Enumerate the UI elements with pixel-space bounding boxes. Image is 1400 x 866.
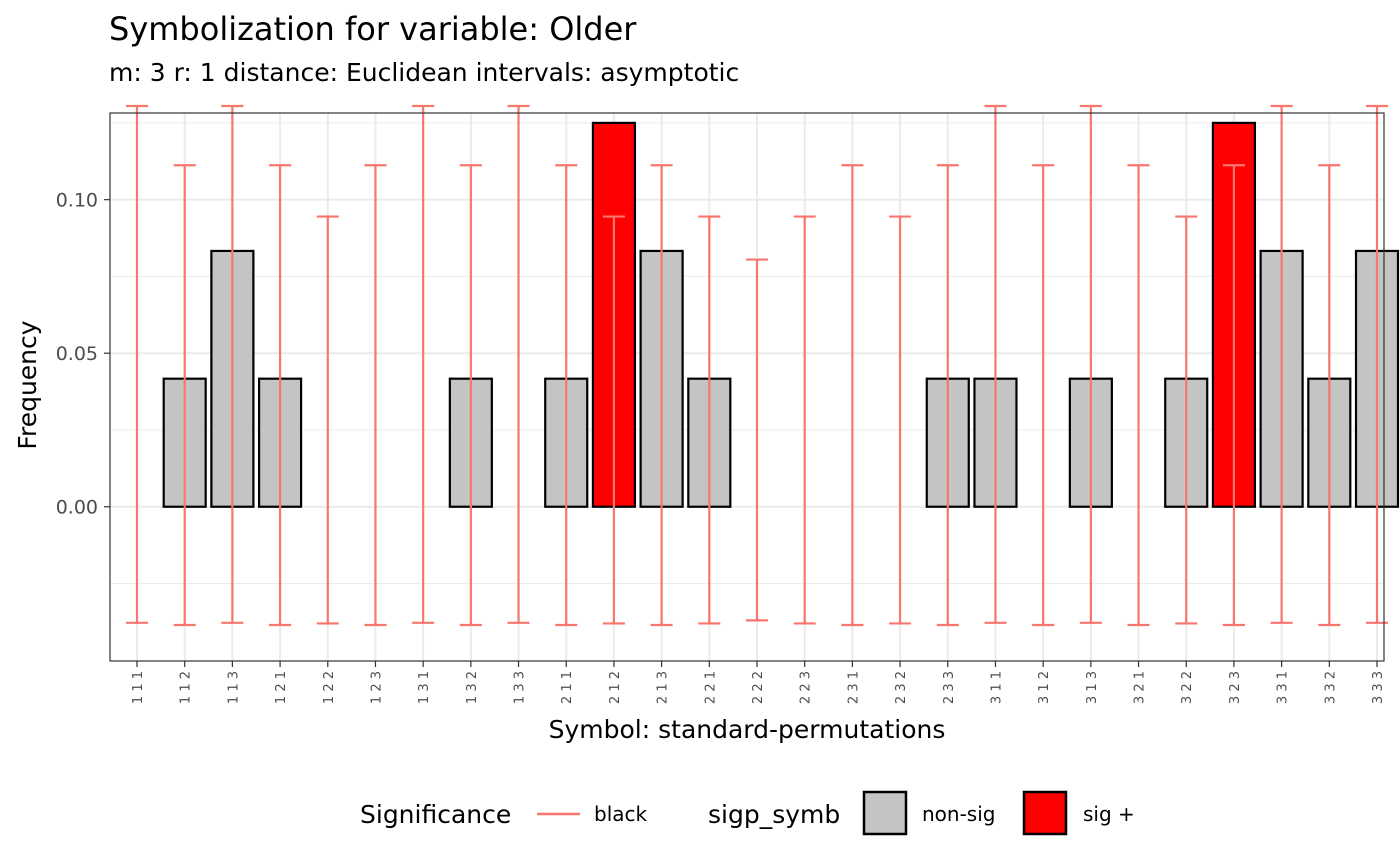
interval-2-2-3 [793, 215, 816, 625]
y-tick-label: 0.05 [56, 343, 98, 365]
x-tick-label: 2 2 1 [703, 671, 718, 704]
interval-3-3-2 [1318, 164, 1341, 627]
interval-2-2-1 [698, 215, 721, 625]
interval-2-2-2 [746, 258, 768, 622]
x-axis-label: Symbol: standard-permutations [549, 715, 946, 744]
x-tick-label: 1 2 3 [369, 671, 384, 704]
interval-2-1-1 [555, 164, 578, 627]
x-tick-label: 1 2 1 [274, 671, 289, 704]
x-tick-label: 2 1 1 [560, 671, 575, 704]
y-axis-label: Frequency [13, 320, 42, 449]
interval-1-3-3 [507, 104, 530, 624]
x-tick-label: 2 3 3 [942, 671, 957, 704]
x-tick-label: 3 3 2 [1323, 671, 1338, 704]
legend: Significance black sigp_symb non-sig sig… [360, 790, 1135, 836]
interval-2-3-3 [936, 164, 959, 627]
x-tick-label: 2 3 2 [894, 671, 909, 704]
interval-3-2-1 [1127, 164, 1150, 627]
interval-3-1-3 [1079, 104, 1102, 624]
interval-3-3-1 [1270, 104, 1293, 624]
legend-fill-title: sigp_symb [708, 800, 840, 829]
interval-3-2-2 [1175, 215, 1198, 625]
interval-2-3-1 [841, 164, 864, 627]
x-tick-label: 2 2 3 [799, 671, 814, 704]
interval-1-2-1 [269, 164, 292, 627]
x-tick-label: 1 1 2 [179, 671, 194, 704]
x-tick-label: 3 1 2 [1037, 671, 1052, 704]
x-tick-label: 3 3 1 [1276, 671, 1291, 704]
x-tick-label: 1 1 1 [131, 671, 146, 704]
interval-1-1-2 [173, 164, 196, 627]
legend-line-label: black [594, 802, 648, 826]
legend-key-non-sig [862, 790, 908, 836]
interval-1-3-1 [412, 104, 435, 624]
y-tick-label: 0.00 [56, 497, 98, 519]
interval-3-2-3 [1222, 164, 1245, 627]
x-tick-label: 3 2 1 [1133, 671, 1148, 704]
legend-line-title: Significance [360, 800, 511, 829]
panel-border [109, 112, 1385, 662]
legend-label-non-sig: non-sig [922, 802, 995, 826]
x-tick-label: 1 3 1 [417, 671, 432, 704]
interval-3-1-1 [984, 104, 1007, 624]
legend-key-sig-plus [1022, 790, 1068, 836]
legend-label-sig-plus: sig + [1083, 802, 1135, 826]
y-tick-label: 0.10 [56, 190, 98, 212]
x-tick-label: 3 1 3 [1085, 671, 1100, 704]
x-tick-label: 1 3 3 [513, 671, 528, 704]
x-tick-label: 1 1 3 [226, 671, 241, 704]
interval-2-3-2 [889, 215, 912, 625]
interval-1-2-2 [316, 215, 339, 625]
chart-subtitle: m: 3 r: 1 distance: Euclidean intervals:… [109, 58, 740, 87]
x-tick-label: 2 3 1 [846, 671, 861, 704]
interval-1-1-1 [126, 104, 148, 624]
x-tick-label: 1 2 2 [322, 671, 337, 704]
interval-3-1-2 [1032, 164, 1055, 627]
x-tick-label: 1 3 2 [465, 671, 480, 704]
x-tick-label: 2 1 3 [656, 671, 671, 704]
interval-1-2-3 [364, 164, 387, 627]
x-tick-label: 3 2 2 [1180, 671, 1195, 704]
x-tick-label: 3 1 1 [989, 671, 1004, 704]
x-tick-label: 3 2 3 [1228, 671, 1243, 704]
x-tick-label: 3 3 3 [1371, 671, 1386, 704]
interval-2-1-3 [650, 164, 673, 627]
x-tick-label: 2 2 2 [751, 671, 766, 704]
x-tick-label: 2 1 2 [608, 671, 623, 704]
interval-layer [126, 104, 1388, 627]
interval-1-3-2 [459, 164, 482, 627]
interval-2-1-2 [602, 215, 625, 625]
interval-1-1-3 [221, 104, 244, 624]
axis-layer: 0.00 0.05 0.10 1 1 1 1 1 2 1 1 3 1 2 1 1 2 2 1 2… [56, 190, 1386, 704]
chart-title: Symbolization for variable: Older [109, 10, 637, 48]
